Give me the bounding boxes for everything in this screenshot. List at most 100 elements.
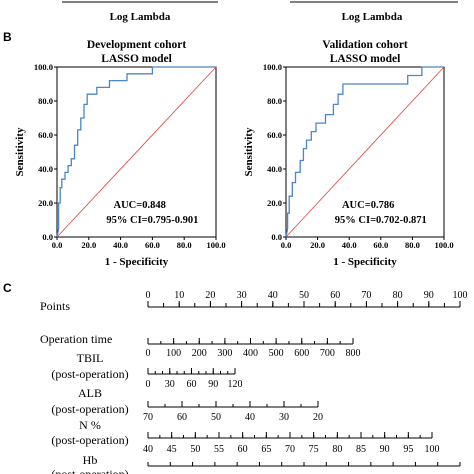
x-tick-label: 100.0	[434, 240, 453, 250]
nomogram-tick-label: 200	[192, 348, 207, 359]
nomogram-tick-label: 65	[261, 444, 271, 455]
y-tick-label: 20.0	[38, 198, 53, 208]
nomogram-tick-label: 85	[356, 444, 366, 455]
plot-frame	[285, 66, 445, 238]
nomogram-tick-label: 0	[146, 379, 151, 390]
plot-frame	[56, 66, 217, 238]
roc-curve	[285, 66, 444, 238]
nomogram-tick-label: 500	[269, 348, 284, 359]
nomogram-tick-label: 70	[361, 290, 371, 301]
panel-b-label: B	[3, 30, 12, 44]
nomogram-row-label: (post-operation)	[51, 367, 128, 381]
ci-annotation: 95% CI=0.702-0.871	[335, 215, 427, 226]
nomogram-tick-label: 40	[245, 412, 255, 423]
x-axis-label: 1 - Specificity	[105, 256, 169, 268]
auc-annotation: AUC=0.848	[114, 200, 166, 211]
nomogram-tick-label: 70	[285, 444, 295, 455]
nomogram-tick-label: 10	[174, 290, 184, 301]
x-tick-label: 20.0	[81, 240, 96, 250]
nomogram-tick-label: 30	[165, 379, 175, 390]
y-tick-label: 60.0	[38, 130, 53, 140]
reference-line	[56, 66, 217, 238]
chart-title: Development cohort	[87, 39, 186, 51]
y-axis-label: Sensitivity	[14, 127, 26, 176]
panel-c-label: C	[3, 281, 12, 295]
x-tick-label: 0.0	[52, 240, 63, 250]
nomogram-tick-label: 95	[403, 444, 413, 455]
roc-chart-validation: Validation cohort LASSO model 0.0 20.0 40.0 6…	[243, 39, 454, 268]
nomogram-tick-label: 55	[214, 444, 224, 455]
nomogram-tick-label: 80	[332, 444, 342, 455]
x-tick-label: 100.0	[206, 240, 225, 250]
nomogram-row-label: Hb	[83, 453, 98, 467]
nomogram-tick-label: 90	[380, 444, 390, 455]
nomogram-row-label: ALB	[78, 386, 102, 400]
nomogram-row-label: TBIL	[77, 351, 104, 365]
nomogram-row-label: (post-operation)	[51, 467, 128, 474]
nomogram-tick-label: 60	[330, 290, 340, 301]
nomogram-tick-label: 0	[146, 290, 151, 301]
nomogram-row-label: Points	[40, 299, 70, 313]
y-tick-label: 60.0	[267, 130, 282, 140]
y-tick-label: 20.0	[267, 198, 282, 208]
x-tick-label: 40.0	[113, 240, 128, 250]
top-left-xlabel: Log Lambda	[110, 11, 171, 23]
y-axis-label: Sensitivity	[243, 127, 255, 176]
y-tick-label: 40.0	[267, 164, 282, 174]
auc-annotation: AUC=0.786	[342, 200, 394, 211]
top-right-xlabel: Log Lambda	[342, 11, 403, 23]
nomogram-tick-label: 50	[211, 412, 221, 423]
nomogram-tick-label: 75	[309, 444, 319, 455]
nomogram-tick-label: 600	[294, 348, 309, 359]
nomogram-tick-label: 800	[346, 348, 361, 359]
nomogram-tick-label: 300	[217, 348, 232, 359]
y-tick-label: 0.0	[42, 232, 53, 242]
nomogram-tick-label: 100	[166, 348, 181, 359]
x-tick-label: 0.0	[281, 240, 292, 250]
y-tick-label: 100.0	[263, 62, 282, 72]
nomogram-tick-label: 20	[205, 290, 215, 301]
nomogram-tick-label: 700	[320, 348, 335, 359]
roc-curve	[56, 66, 216, 238]
y-tick-label: 40.0	[38, 164, 53, 174]
nomogram-tick-label: 60	[238, 444, 248, 455]
x-tick-label: 80.0	[405, 240, 420, 250]
nomogram-tick-label: 90	[424, 290, 434, 301]
x-tick-label: 60.0	[145, 240, 160, 250]
x-tick-label: 20.0	[310, 240, 325, 250]
nomogram-tick-label: 70	[143, 412, 153, 423]
nomogram-tick-label: 60	[177, 412, 187, 423]
chart-subtitle: LASSO model	[330, 53, 401, 65]
ci-annotation: 95% CI=0.795-0.901	[106, 215, 198, 226]
nomogram-tick-label: 45	[167, 444, 177, 455]
nomogram-tick-label: 100	[453, 290, 468, 301]
nomogram-tick-label: 60	[187, 379, 197, 390]
x-axis-label: 1 - Specificity	[333, 256, 397, 268]
chart-title: Validation cohort	[322, 39, 408, 51]
nomogram-tick-label: 400	[243, 348, 258, 359]
nomogram-tick-label: 30	[237, 290, 247, 301]
nomogram-row-label: N %	[79, 418, 101, 432]
roc-chart-development: Development cohort LASSO model 0.0 20.0 40.0…	[14, 39, 226, 268]
nomogram-row-label: Operation time	[40, 332, 112, 346]
nomogram: Points 0 10 20 30 40 50 60 70 80 90 100 Operation ti…	[40, 290, 468, 474]
nomogram-tick-label: 40	[268, 290, 278, 301]
nomogram-tick-label: 30	[279, 412, 289, 423]
nomogram-tick-label: 80	[393, 290, 403, 301]
nomogram-tick-label: 100	[425, 444, 440, 455]
nomogram-tick-label: 20	[313, 412, 323, 423]
y-tick-label: 0.0	[271, 232, 282, 242]
nomogram-tick-label: 90	[208, 379, 218, 390]
nomogram-tick-label: 50	[299, 290, 309, 301]
x-tick-label: 80.0	[177, 240, 192, 250]
y-tick-label: 100.0	[34, 62, 53, 72]
reference-line	[285, 66, 445, 238]
nomogram-row-label: (post-operation)	[51, 433, 128, 447]
nomogram-tick-label: 50	[190, 444, 200, 455]
y-tick-label: 80.0	[267, 96, 282, 106]
x-tick-label: 60.0	[373, 240, 388, 250]
nomogram-row-label: (post-operation)	[51, 402, 128, 416]
nomogram-tick-label: 40	[143, 444, 153, 455]
y-tick-label: 80.0	[38, 96, 53, 106]
